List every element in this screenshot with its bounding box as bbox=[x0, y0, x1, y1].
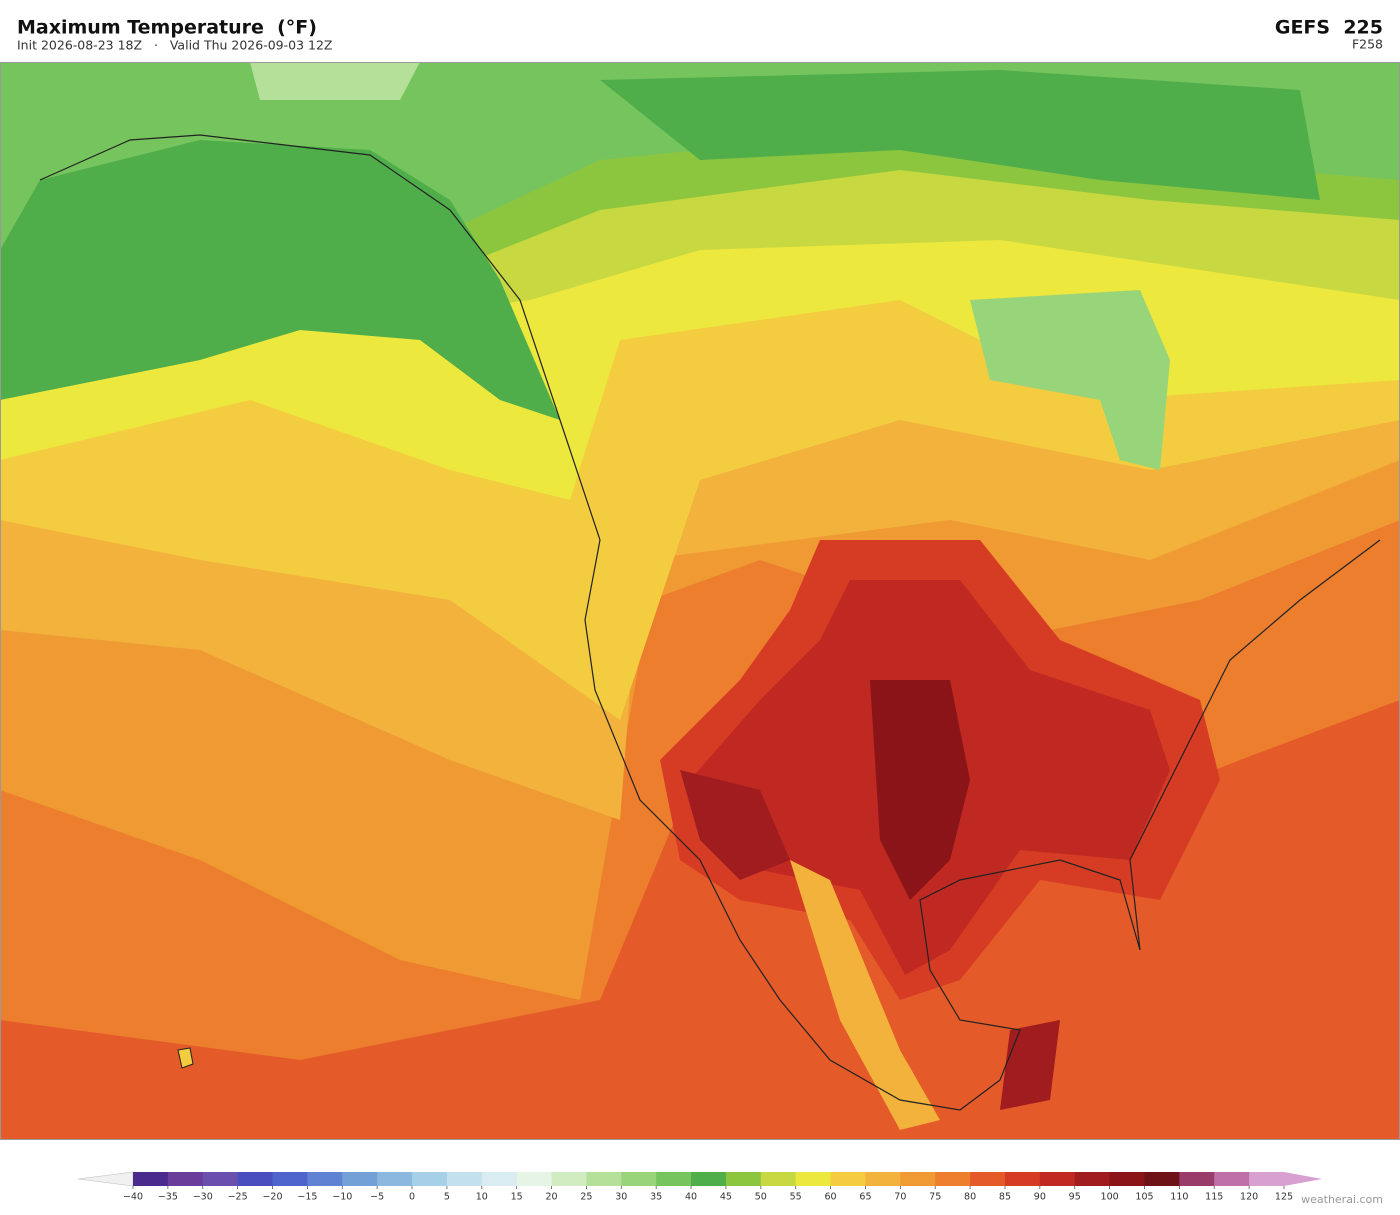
colorbar-bin bbox=[133, 1172, 169, 1186]
colorbar-bin bbox=[1214, 1172, 1250, 1186]
map bbox=[0, 62, 1400, 1140]
colorbar-tick-label: −10 bbox=[332, 1192, 352, 1203]
zone bbox=[0, 140, 560, 420]
colorbar-tick-label: −20 bbox=[262, 1192, 282, 1203]
colorbar-bin bbox=[1004, 1172, 1041, 1186]
coastline bbox=[584, 539, 1381, 1111]
coastline bbox=[39, 134, 601, 541]
zone bbox=[870, 680, 970, 900]
colorbar-tick-label: 110 bbox=[1170, 1192, 1188, 1203]
colorbar-tick-label: 60 bbox=[825, 1192, 837, 1203]
colorbar-tick-label: 105 bbox=[1135, 1192, 1153, 1203]
colorbar-bin bbox=[551, 1172, 587, 1186]
colorbar-bin bbox=[1039, 1172, 1076, 1186]
colorbar-tick-label: 15 bbox=[511, 1192, 523, 1203]
colorbar-bin bbox=[865, 1172, 901, 1186]
temperature-field bbox=[0, 62, 1400, 1140]
colorbar-bin bbox=[795, 1172, 832, 1186]
colorbar-bin bbox=[621, 1172, 657, 1186]
zone bbox=[250, 62, 420, 100]
colorbar-tick-label: 70 bbox=[894, 1192, 906, 1203]
colorbar-tick-label: 65 bbox=[859, 1192, 871, 1203]
colorbar-tick-label: 125 bbox=[1275, 1192, 1293, 1203]
colorbar-bin bbox=[900, 1172, 936, 1186]
colorbar-bin bbox=[481, 1172, 518, 1186]
colorbar-bin bbox=[586, 1172, 622, 1186]
colorbar-bin bbox=[1179, 1172, 1215, 1186]
colorbar-bin bbox=[1144, 1172, 1180, 1186]
colorbar-bin bbox=[446, 1172, 483, 1186]
colorbar-tick-label: 20 bbox=[545, 1192, 557, 1203]
zone bbox=[680, 770, 790, 880]
colorbar-bin bbox=[272, 1172, 308, 1186]
zone bbox=[970, 290, 1170, 470]
colorbar-tick-label: 10 bbox=[476, 1192, 488, 1203]
colorbar-tick-label: 25 bbox=[580, 1192, 592, 1203]
colorbar-tick-label: 5 bbox=[444, 1192, 450, 1203]
colorbar-tick-label: 80 bbox=[964, 1192, 976, 1203]
colorbar-tick-label: 95 bbox=[1069, 1192, 1081, 1203]
title: Maximum Temperature (°F) bbox=[17, 17, 317, 39]
colorbar-tick-label: −25 bbox=[228, 1192, 248, 1203]
colorbar-bin bbox=[412, 1172, 448, 1186]
colorbar-tick-label: 90 bbox=[1034, 1192, 1046, 1203]
forecast-hour: F258 bbox=[1352, 37, 1383, 52]
colorbar-tick-label: −35 bbox=[158, 1192, 178, 1203]
colorbar-over bbox=[1284, 1172, 1322, 1186]
colorbar-under bbox=[77, 1171, 134, 1187]
island bbox=[177, 1047, 194, 1069]
colorbar-tick-label: 120 bbox=[1240, 1192, 1258, 1203]
colorbar-bin bbox=[202, 1172, 239, 1186]
colorbar-bin bbox=[377, 1172, 413, 1186]
colorbar-tick-label: −5 bbox=[370, 1192, 384, 1203]
colorbar-tick-label: 45 bbox=[720, 1192, 732, 1203]
colorbar-bin bbox=[656, 1172, 692, 1186]
colorbar-bin bbox=[307, 1172, 343, 1186]
zone bbox=[600, 70, 1320, 200]
colorbar-bin bbox=[1109, 1172, 1145, 1186]
colorbar-tick-label: 55 bbox=[790, 1192, 802, 1203]
colorbar-bin bbox=[935, 1172, 971, 1186]
colorbar-tick-label: −30 bbox=[193, 1192, 213, 1203]
colorbar-bin bbox=[970, 1172, 1006, 1186]
colorbar-tick-label: −15 bbox=[297, 1192, 317, 1203]
model-label: GEFS 225 bbox=[1275, 17, 1383, 39]
colorbar-tick-label: 75 bbox=[929, 1192, 941, 1203]
colorbar-bin bbox=[237, 1172, 274, 1186]
credit: weatherai.com bbox=[1301, 1193, 1383, 1206]
colorbar-tick-label: 85 bbox=[999, 1192, 1011, 1203]
zone bbox=[790, 860, 940, 1130]
colorbar-bin bbox=[691, 1172, 727, 1186]
colorbar-bin bbox=[725, 1172, 762, 1186]
colorbar-bin bbox=[1074, 1172, 1111, 1186]
colorbar-tick-label: 100 bbox=[1101, 1192, 1119, 1203]
colorbar-tick-label: 35 bbox=[650, 1192, 662, 1203]
colorbar-tick-label: 0 bbox=[409, 1192, 415, 1203]
colorbar-tick-label: 30 bbox=[615, 1192, 627, 1203]
colorbar-bin bbox=[760, 1172, 797, 1186]
colorbar-tick-label: 40 bbox=[685, 1192, 697, 1203]
colorbar-bin bbox=[167, 1172, 204, 1186]
colorbar: −40 −35 −30 −25 −20 −15 −10 −5 0 5 10 15 20 25 30 35 40 4… bbox=[77, 1171, 1322, 1203]
subtitle: Init 2026-08-23 18Z · Valid Thu 2026-09-… bbox=[17, 38, 333, 53]
colorbar-tick-label: −40 bbox=[123, 1192, 143, 1203]
colorbar-bin bbox=[516, 1172, 553, 1186]
colorbar-tick-label: 115 bbox=[1205, 1192, 1223, 1203]
colorbar-bin bbox=[342, 1172, 378, 1186]
colorbar-bin bbox=[830, 1172, 866, 1186]
colorbar-tick-label: 50 bbox=[755, 1192, 767, 1203]
colorbar-bin bbox=[1249, 1172, 1285, 1186]
